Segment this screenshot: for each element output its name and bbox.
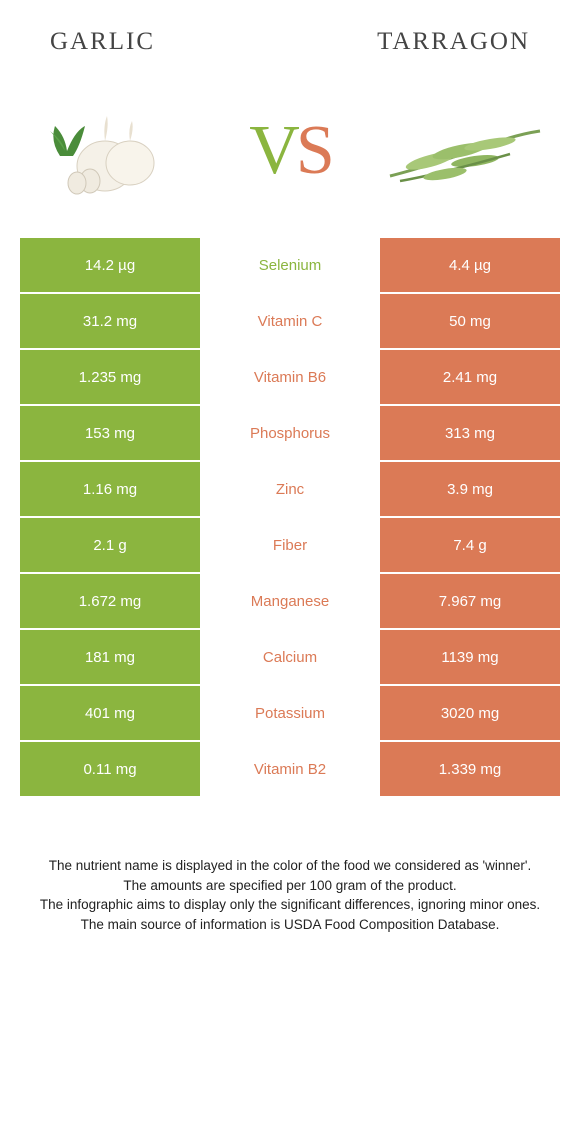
table-row: 14.2 µgSelenium4.4 µg — [20, 236, 560, 292]
value-left: 2.1 g — [20, 518, 200, 572]
value-left: 181 mg — [20, 630, 200, 684]
value-left: 401 mg — [20, 686, 200, 740]
header: Garlic Tarragon — [0, 0, 580, 66]
hero: VS — [0, 66, 580, 236]
title-left: Garlic — [50, 28, 155, 56]
table-row: 153 mgPhosphorus313 mg — [20, 404, 560, 460]
value-left: 14.2 µg — [20, 238, 200, 292]
table-row: 1.672 mgManganese7.967 mg — [20, 572, 560, 628]
title-right: Tarragon — [377, 28, 530, 56]
table-row: 0.11 mgVitamin B21.339 mg — [20, 740, 560, 796]
table-row: 181 mgCalcium1139 mg — [20, 628, 560, 684]
nutrient-table: 14.2 µgSelenium4.4 µg31.2 mgVitamin C50 … — [20, 236, 560, 796]
vs-label: VS — [249, 111, 331, 191]
nutrient-name: Manganese — [200, 574, 380, 628]
footer-line: The infographic aims to display only the… — [18, 895, 562, 915]
footer-line: The amounts are specified per 100 gram o… — [18, 876, 562, 896]
nutrient-name: Selenium — [200, 238, 380, 292]
nutrient-name: Calcium — [200, 630, 380, 684]
value-right: 7.967 mg — [380, 574, 560, 628]
tarragon-image — [380, 96, 550, 206]
value-right: 3.9 mg — [380, 462, 560, 516]
value-left: 1.672 mg — [20, 574, 200, 628]
nutrient-name: Fiber — [200, 518, 380, 572]
nutrient-name: Potassium — [200, 686, 380, 740]
value-left: 31.2 mg — [20, 294, 200, 348]
garlic-image — [30, 96, 200, 206]
value-right: 313 mg — [380, 406, 560, 460]
vs-s: S — [296, 112, 331, 189]
value-left: 1.235 mg — [20, 350, 200, 404]
nutrient-name: Vitamin B2 — [200, 742, 380, 796]
value-left: 153 mg — [20, 406, 200, 460]
vs-v: V — [249, 112, 296, 189]
value-left: 1.16 mg — [20, 462, 200, 516]
nutrient-name: Phosphorus — [200, 406, 380, 460]
value-right: 2.41 mg — [380, 350, 560, 404]
value-right: 7.4 g — [380, 518, 560, 572]
table-row: 1.16 mgZinc3.9 mg — [20, 460, 560, 516]
nutrient-name: Zinc — [200, 462, 380, 516]
value-right: 1.339 mg — [380, 742, 560, 796]
value-right: 4.4 µg — [380, 238, 560, 292]
footer-line: The main source of information is USDA F… — [18, 915, 562, 935]
nutrient-name: Vitamin C — [200, 294, 380, 348]
value-right: 50 mg — [380, 294, 560, 348]
value-right: 3020 mg — [380, 686, 560, 740]
table-row: 1.235 mgVitamin B62.41 mg — [20, 348, 560, 404]
table-row: 31.2 mgVitamin C50 mg — [20, 292, 560, 348]
value-left: 0.11 mg — [20, 742, 200, 796]
table-row: 2.1 gFiber7.4 g — [20, 516, 560, 572]
value-right: 1139 mg — [380, 630, 560, 684]
footer: The nutrient name is displayed in the co… — [0, 796, 580, 934]
nutrient-name: Vitamin B6 — [200, 350, 380, 404]
table-row: 401 mgPotassium3020 mg — [20, 684, 560, 740]
footer-line: The nutrient name is displayed in the co… — [18, 856, 562, 876]
